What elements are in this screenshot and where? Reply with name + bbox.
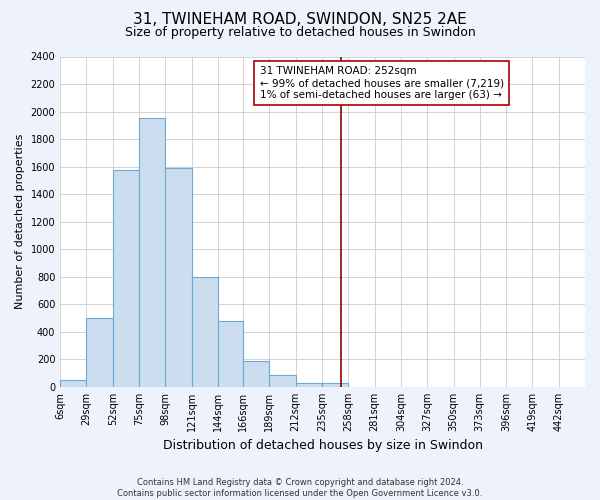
Y-axis label: Number of detached properties: Number of detached properties xyxy=(15,134,25,310)
Bar xyxy=(243,362,269,387)
Bar xyxy=(166,168,191,387)
X-axis label: Distribution of detached houses by size in Swindon: Distribution of detached houses by size … xyxy=(163,440,482,452)
Bar xyxy=(322,383,349,387)
Text: Contains HM Land Registry data © Crown copyright and database right 2024.
Contai: Contains HM Land Registry data © Crown c… xyxy=(118,478,482,498)
Bar xyxy=(218,321,243,387)
Bar xyxy=(139,118,166,387)
Bar xyxy=(191,277,218,387)
Text: Size of property relative to detached houses in Swindon: Size of property relative to detached ho… xyxy=(125,26,475,39)
Bar xyxy=(86,318,113,387)
Text: 31 TWINEHAM ROAD: 252sqm
← 99% of detached houses are smaller (7,219)
1% of semi: 31 TWINEHAM ROAD: 252sqm ← 99% of detach… xyxy=(260,66,504,100)
Bar xyxy=(269,374,296,387)
Bar xyxy=(60,380,86,387)
Bar xyxy=(113,170,139,387)
Text: 31, TWINEHAM ROAD, SWINDON, SN25 2AE: 31, TWINEHAM ROAD, SWINDON, SN25 2AE xyxy=(133,12,467,28)
Bar xyxy=(296,383,322,387)
